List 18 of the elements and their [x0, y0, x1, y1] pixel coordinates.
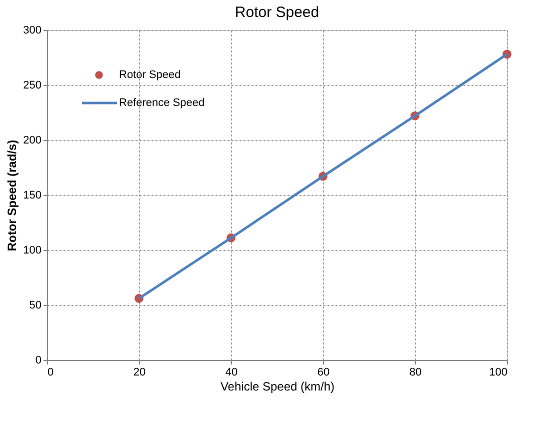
x-tick-label: 80: [409, 366, 422, 378]
y-tick-label: 300: [23, 24, 42, 36]
x-tick-label: 20: [133, 366, 146, 378]
x-tick-label: 100: [489, 366, 508, 378]
x-tick-label: 0: [48, 366, 54, 378]
y-tick-label: 0: [35, 354, 42, 366]
y-tick-label: 200: [23, 134, 42, 146]
legend-label: Reference Speed: [119, 97, 205, 109]
x-axis-title: Vehicle Speed (km/h): [220, 380, 335, 394]
chart-title: Rotor Speed: [234, 4, 320, 21]
y-tick-label: 250: [23, 80, 42, 92]
y-tick-label: 150: [23, 190, 42, 202]
legend-label: Rotor Speed: [119, 69, 181, 81]
x-tick-label: 60: [317, 366, 330, 378]
x-tick-label: 40: [225, 366, 238, 378]
y-tick-label: 50: [29, 300, 42, 312]
y-axis-title: Rotor Speed (rad/s): [5, 140, 20, 252]
y-tick-label: 100: [23, 244, 42, 256]
